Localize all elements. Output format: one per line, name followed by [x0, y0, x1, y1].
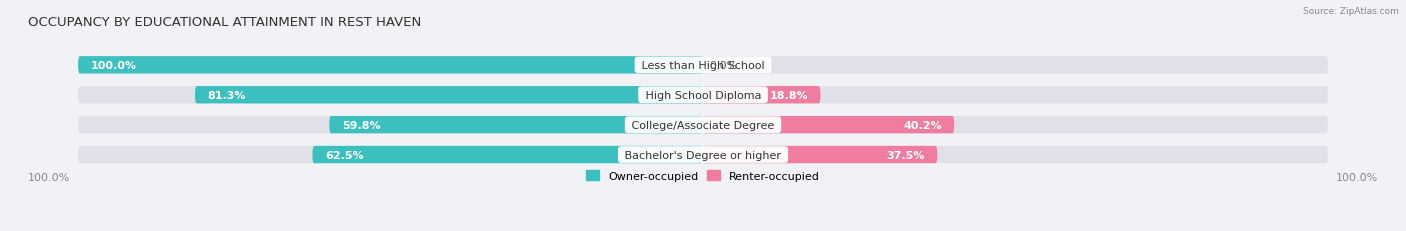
Text: 0.0%: 0.0% [709, 61, 738, 70]
Text: 62.5%: 62.5% [325, 150, 364, 160]
FancyBboxPatch shape [79, 116, 1327, 134]
FancyBboxPatch shape [195, 87, 703, 104]
Text: 37.5%: 37.5% [886, 150, 925, 160]
Text: 81.3%: 81.3% [208, 90, 246, 100]
FancyBboxPatch shape [79, 57, 703, 74]
Text: 100.0%: 100.0% [90, 61, 136, 70]
FancyBboxPatch shape [312, 146, 703, 164]
Text: OCCUPANCY BY EDUCATIONAL ATTAINMENT IN REST HAVEN: OCCUPANCY BY EDUCATIONAL ATTAINMENT IN R… [28, 16, 422, 29]
Text: 18.8%: 18.8% [769, 90, 808, 100]
FancyBboxPatch shape [703, 116, 955, 134]
Text: 100.0%: 100.0% [28, 172, 70, 182]
FancyBboxPatch shape [329, 116, 703, 134]
Legend: Owner-occupied, Renter-occupied: Owner-occupied, Renter-occupied [581, 166, 825, 185]
Text: 59.8%: 59.8% [342, 120, 381, 130]
FancyBboxPatch shape [703, 146, 938, 164]
FancyBboxPatch shape [79, 87, 1327, 104]
FancyBboxPatch shape [79, 57, 1327, 74]
FancyBboxPatch shape [79, 146, 1327, 164]
Text: 40.2%: 40.2% [903, 120, 942, 130]
Text: 100.0%: 100.0% [1336, 172, 1378, 182]
Text: Bachelor's Degree or higher: Bachelor's Degree or higher [621, 150, 785, 160]
Text: Source: ZipAtlas.com: Source: ZipAtlas.com [1303, 7, 1399, 16]
Text: College/Associate Degree: College/Associate Degree [628, 120, 778, 130]
Text: High School Diploma: High School Diploma [641, 90, 765, 100]
Text: Less than High School: Less than High School [638, 61, 768, 70]
FancyBboxPatch shape [703, 87, 821, 104]
